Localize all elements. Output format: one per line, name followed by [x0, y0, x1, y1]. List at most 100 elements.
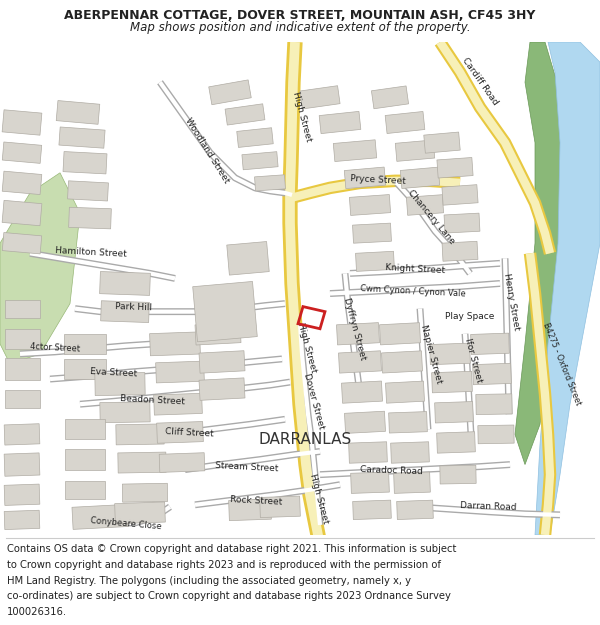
Polygon shape [237, 127, 273, 148]
Polygon shape [159, 452, 205, 472]
Polygon shape [149, 332, 200, 356]
Polygon shape [382, 351, 422, 373]
Polygon shape [64, 359, 106, 379]
Text: HM Land Registry. The polygons (including the associated geometry, namely x, y: HM Land Registry. The polygons (includin… [7, 576, 411, 586]
Polygon shape [341, 381, 382, 403]
Polygon shape [515, 42, 565, 464]
Text: High Street: High Street [291, 91, 313, 142]
Polygon shape [356, 251, 394, 271]
Text: Ifor Street: Ifor Street [463, 337, 484, 384]
Text: Dover Street: Dover Street [302, 372, 326, 431]
Polygon shape [118, 452, 166, 473]
Polygon shape [430, 343, 470, 364]
Text: Woodland Street: Woodland Street [184, 117, 231, 186]
Polygon shape [229, 499, 271, 521]
Polygon shape [442, 241, 478, 261]
Polygon shape [470, 333, 509, 354]
Polygon shape [424, 132, 460, 153]
Polygon shape [5, 358, 40, 380]
Text: 100026316.: 100026316. [7, 607, 67, 617]
Text: Dyffryn Street: Dyffryn Street [342, 297, 367, 361]
Polygon shape [195, 322, 241, 345]
Polygon shape [442, 184, 478, 205]
Polygon shape [338, 351, 382, 373]
Polygon shape [2, 142, 42, 163]
Polygon shape [115, 502, 166, 524]
Polygon shape [59, 127, 105, 148]
Polygon shape [2, 110, 42, 135]
Polygon shape [254, 175, 286, 191]
Text: Eva Street: Eva Street [90, 367, 137, 379]
Text: Conybeare Close: Conybeare Close [90, 516, 162, 531]
Polygon shape [394, 472, 430, 493]
Text: Cwm Cynon / Cynon Vale: Cwm Cynon / Cynon Vale [360, 284, 466, 298]
Polygon shape [344, 167, 386, 189]
Text: Contains OS data © Crown copyright and database right 2021. This information is : Contains OS data © Crown copyright and d… [7, 544, 457, 554]
Polygon shape [4, 424, 40, 445]
Polygon shape [371, 86, 409, 109]
Polygon shape [95, 372, 145, 396]
Text: Cardiff Road: Cardiff Road [460, 56, 500, 107]
Polygon shape [353, 500, 391, 519]
Text: ABERPENNAR COTTAGE, DOVER STREET, MOUNTAIN ASH, CF45 3HY: ABERPENNAR COTTAGE, DOVER STREET, MOUNTA… [64, 9, 536, 22]
Polygon shape [300, 86, 340, 109]
Polygon shape [444, 213, 480, 233]
Polygon shape [260, 496, 301, 518]
Text: Park Hill: Park Hill [115, 302, 152, 312]
Polygon shape [4, 510, 40, 529]
Text: Beadon Street: Beadon Street [120, 394, 185, 407]
Polygon shape [5, 390, 40, 408]
Polygon shape [395, 140, 435, 161]
Polygon shape [353, 223, 391, 243]
Text: Darran Road: Darran Road [460, 501, 517, 512]
Text: High Street: High Street [308, 473, 330, 525]
Text: Hamilton Street: Hamilton Street [55, 246, 127, 259]
Polygon shape [100, 402, 150, 422]
Text: Napier Street: Napier Street [419, 324, 443, 385]
Polygon shape [2, 201, 42, 226]
Polygon shape [64, 334, 106, 354]
Polygon shape [157, 421, 203, 443]
Text: Map shows position and indicative extent of the property.: Map shows position and indicative extent… [130, 21, 470, 34]
Polygon shape [478, 425, 514, 444]
Text: B4275 - Oxford Street: B4275 - Oxford Street [541, 321, 583, 406]
Polygon shape [434, 401, 473, 423]
Polygon shape [101, 301, 149, 322]
Polygon shape [380, 322, 421, 345]
Polygon shape [337, 322, 379, 345]
Text: Caradoc Road: Caradoc Road [360, 464, 423, 476]
Polygon shape [344, 411, 385, 433]
Polygon shape [5, 299, 40, 318]
Polygon shape [227, 241, 269, 275]
Text: Pryce Street: Pryce Street [350, 174, 406, 186]
Polygon shape [154, 393, 202, 415]
Polygon shape [391, 442, 430, 463]
Polygon shape [319, 111, 361, 134]
Polygon shape [397, 500, 433, 519]
Polygon shape [473, 363, 511, 385]
Polygon shape [2, 232, 42, 254]
Text: Stream Street: Stream Street [215, 461, 278, 473]
Polygon shape [68, 181, 109, 201]
Polygon shape [389, 412, 427, 433]
Polygon shape [65, 419, 105, 439]
Text: Chancery Lane: Chancery Lane [406, 188, 457, 246]
Text: Cliff Street: Cliff Street [165, 428, 214, 439]
Polygon shape [56, 101, 100, 124]
Polygon shape [5, 329, 40, 349]
Polygon shape [431, 371, 472, 393]
Polygon shape [437, 158, 473, 178]
Polygon shape [242, 152, 278, 170]
Polygon shape [4, 484, 40, 506]
Polygon shape [333, 140, 377, 161]
Polygon shape [386, 381, 424, 403]
Polygon shape [225, 104, 265, 125]
Polygon shape [349, 194, 391, 216]
Polygon shape [68, 208, 112, 229]
Polygon shape [65, 449, 105, 469]
Polygon shape [535, 42, 600, 535]
Text: to Crown copyright and database rights 2023 and is reproduced with the permissio: to Crown copyright and database rights 2… [7, 560, 441, 570]
Polygon shape [2, 171, 42, 194]
Polygon shape [0, 173, 80, 364]
Polygon shape [116, 424, 164, 445]
